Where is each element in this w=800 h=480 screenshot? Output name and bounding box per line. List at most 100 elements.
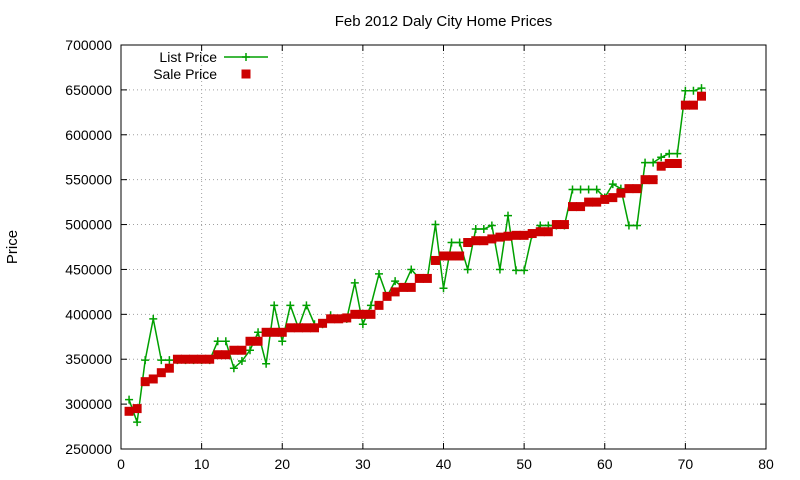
data-point bbox=[624, 184, 634, 194]
data-point bbox=[664, 159, 674, 169]
data-point bbox=[165, 356, 174, 365]
data-point bbox=[681, 86, 690, 95]
data-point bbox=[406, 282, 416, 292]
chart-title: Feb 2012 Daly City Home Prices bbox=[335, 13, 553, 30]
x-tick-label: 0 bbox=[117, 456, 125, 472]
data-point bbox=[382, 291, 392, 301]
data-point bbox=[519, 230, 529, 240]
data-point bbox=[463, 265, 472, 274]
data-point bbox=[302, 301, 311, 310]
data-point bbox=[656, 161, 666, 171]
data-point bbox=[157, 356, 166, 365]
data-point bbox=[608, 180, 617, 189]
legend-label: Sale Price bbox=[153, 66, 217, 82]
data-point bbox=[229, 345, 239, 355]
legend-marker bbox=[242, 53, 250, 61]
data-point bbox=[527, 229, 537, 239]
data-point bbox=[633, 221, 641, 230]
data-point bbox=[253, 336, 263, 346]
data-point bbox=[358, 309, 368, 319]
y-tick-label: 650000 bbox=[65, 82, 112, 98]
data-point bbox=[172, 354, 182, 364]
y-tick-label: 400000 bbox=[65, 306, 112, 322]
data-point bbox=[689, 86, 698, 95]
series-list-price bbox=[125, 84, 706, 427]
data-point bbox=[301, 323, 311, 333]
legend-marker bbox=[241, 69, 251, 79]
y-tick-label: 300000 bbox=[65, 396, 112, 412]
data-point bbox=[624, 221, 633, 230]
data-point bbox=[149, 314, 158, 323]
data-point bbox=[471, 225, 480, 234]
data-point bbox=[697, 84, 706, 93]
grid bbox=[121, 45, 766, 449]
data-point bbox=[205, 354, 215, 364]
data-point bbox=[568, 202, 577, 212]
data-point bbox=[649, 158, 658, 167]
data-point bbox=[535, 227, 545, 237]
data-point bbox=[350, 278, 359, 287]
data-point bbox=[156, 368, 166, 378]
data-point bbox=[439, 284, 448, 293]
data-point bbox=[657, 153, 666, 162]
data-point bbox=[512, 266, 521, 275]
y-tick-label: 450000 bbox=[65, 261, 112, 277]
data-point bbox=[140, 377, 150, 387]
data-point bbox=[261, 327, 271, 337]
data-point bbox=[697, 91, 706, 101]
data-point bbox=[495, 265, 504, 274]
series-line bbox=[128, 87, 702, 423]
data-point bbox=[246, 346, 254, 355]
series-sale-price bbox=[124, 91, 706, 416]
axis-ticks: 0 10 20 30 40 50 60 70 80 250000 300000 350000 40000… bbox=[65, 37, 774, 472]
y-tick-label: 550000 bbox=[65, 172, 112, 188]
data-point bbox=[479, 236, 489, 246]
data-point bbox=[221, 337, 230, 346]
y-tick-label: 600000 bbox=[65, 127, 112, 143]
data-point bbox=[584, 197, 594, 207]
data-point bbox=[641, 158, 650, 167]
data-point bbox=[132, 404, 142, 414]
data-point bbox=[511, 230, 521, 240]
data-point bbox=[189, 354, 199, 364]
data-point bbox=[358, 320, 367, 329]
data-point bbox=[390, 287, 400, 297]
data-point bbox=[278, 337, 287, 346]
data-point bbox=[366, 301, 375, 310]
data-point bbox=[262, 359, 271, 368]
y-tick-label: 250000 bbox=[65, 441, 112, 457]
data-point bbox=[310, 323, 319, 333]
data-point bbox=[439, 251, 448, 261]
x-tick-label: 40 bbox=[436, 456, 452, 472]
data-point bbox=[221, 350, 231, 360]
data-point bbox=[407, 265, 416, 274]
data-point bbox=[672, 159, 682, 169]
data-point bbox=[576, 185, 585, 194]
data-point bbox=[600, 194, 610, 204]
x-tick-label: 20 bbox=[274, 456, 290, 472]
data-point bbox=[237, 345, 247, 355]
data-point bbox=[422, 273, 432, 283]
data-point bbox=[559, 220, 569, 230]
data-point bbox=[543, 227, 553, 237]
data-point bbox=[503, 231, 513, 241]
data-point bbox=[374, 300, 384, 310]
data-point bbox=[141, 356, 150, 365]
data-point bbox=[366, 309, 376, 319]
data-point bbox=[455, 238, 464, 247]
data-point bbox=[455, 251, 465, 261]
data-point bbox=[608, 193, 618, 203]
data-point bbox=[213, 350, 223, 360]
y-axis-label: Price bbox=[4, 230, 21, 264]
data-point bbox=[430, 255, 440, 265]
data-point bbox=[568, 185, 577, 194]
data-point bbox=[640, 175, 650, 185]
data-point bbox=[398, 282, 408, 292]
data-point bbox=[269, 327, 279, 337]
data-point bbox=[665, 149, 674, 158]
data-point bbox=[125, 395, 134, 404]
data-point bbox=[326, 314, 336, 324]
x-tick-label: 60 bbox=[597, 456, 613, 472]
data-point bbox=[254, 328, 263, 337]
